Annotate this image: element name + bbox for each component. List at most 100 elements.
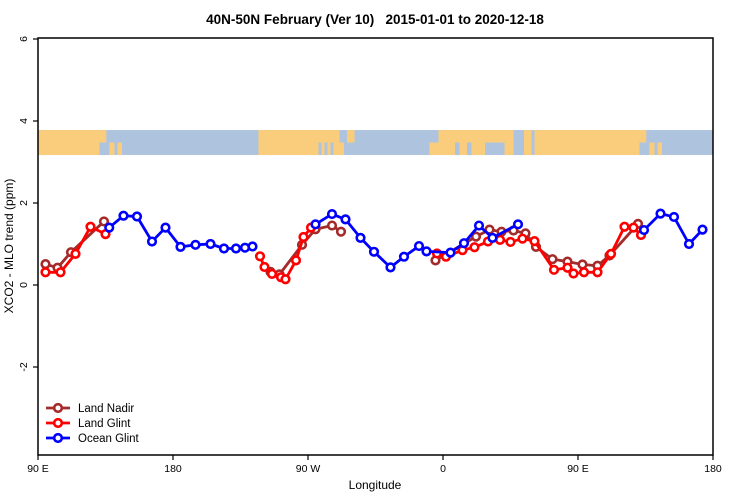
data-point-marker (469, 242, 480, 253)
legend-symbol-marker (52, 402, 64, 414)
x-tick-label: 90 E (567, 463, 589, 475)
data-point-marker (259, 261, 270, 273)
data-point-marker (421, 246, 432, 257)
data-point-marker (326, 208, 338, 220)
data-point-marker (175, 241, 186, 252)
data-point-marker (98, 216, 110, 227)
map-ocean-segment (455, 142, 460, 156)
legend-item-label: Land Glint (78, 418, 131, 430)
map-land-segment (657, 142, 662, 156)
data-point-marker (230, 243, 242, 254)
data-point-marker (547, 254, 558, 265)
map-land-segment (438, 130, 485, 156)
plot-area: 90 E 180 90 W 0 90 E 180 -2 0 2 4 6 (18, 36, 722, 475)
map-land-segment (524, 130, 532, 156)
map-land-segment (38, 130, 100, 156)
data-point-marker (118, 210, 129, 221)
data-point-marker (85, 221, 96, 232)
data-point-marker (355, 232, 366, 243)
data-point-marker (473, 220, 485, 231)
data-point-marker (218, 243, 230, 254)
data-point-marker (592, 267, 603, 278)
map-ocean-segment (467, 142, 472, 156)
series-land-glint (40, 221, 647, 285)
data-point-marker (368, 246, 380, 257)
data-point-marker (445, 247, 456, 258)
data-point-marker (40, 258, 51, 270)
data-point-marker (40, 267, 51, 278)
x-tick-label: 90 E (27, 463, 49, 475)
data-point-marker (70, 248, 81, 259)
data-point-marker (577, 259, 588, 270)
data-point-marker (697, 224, 708, 235)
series-ocean-glint (104, 208, 708, 273)
map-land-segment (429, 142, 439, 156)
data-point-marker (104, 222, 115, 233)
plot-border (37, 37, 714, 456)
y-tick-label: 4 (18, 118, 30, 124)
data-point-marker (413, 240, 425, 252)
x-axis-label: Longitude (349, 478, 402, 492)
data-point-marker (655, 208, 666, 219)
y-tick-label: 0 (18, 282, 30, 288)
data-point-marker (562, 262, 573, 273)
data-point-marker (668, 211, 680, 223)
data-point-marker (160, 222, 171, 233)
data-point-marker (487, 232, 498, 243)
legend-item: Ocean Glint (46, 432, 140, 445)
map-land-segment (534, 130, 640, 156)
y-tick-label: -2 (18, 362, 30, 371)
map-land-segment (330, 130, 340, 143)
data-point-marker (568, 268, 579, 279)
data-point-marker (578, 267, 590, 278)
map-land-segment (504, 130, 514, 156)
map-land-segment (109, 142, 115, 156)
map-land-segment (649, 142, 655, 156)
legend-item: Land Nadir (46, 402, 134, 415)
data-point-marker (529, 236, 540, 247)
map-land-segment (485, 130, 505, 143)
data-point-marker (628, 222, 639, 233)
legend-symbol-marker (52, 432, 64, 444)
data-point-marker (458, 238, 470, 249)
y-tick-label: 6 (18, 36, 30, 42)
series-line (44, 220, 106, 270)
x-tick-label: 90 W (296, 463, 321, 475)
map-land-segment (117, 142, 122, 156)
data-point-marker (470, 231, 482, 242)
data-point-marker (512, 219, 524, 230)
data-point-marker (326, 220, 338, 231)
data-point-marker (505, 236, 516, 248)
y-axis-label: XCO2 - MLO trend (ppm) (2, 179, 16, 314)
data-point-marker (340, 214, 351, 225)
data-point-marker (683, 238, 695, 250)
data-point-marker (247, 241, 258, 252)
data-point-marker (146, 236, 158, 247)
data-point-marker (619, 221, 630, 232)
legend-item-label: Ocean Glint (78, 433, 140, 445)
legend: Land Nadir Land Glint Ocean Glint (46, 402, 140, 445)
legend-item-label: Land Nadir (78, 403, 134, 415)
data-point-marker (131, 211, 143, 222)
data-point-marker (55, 267, 66, 278)
data-point-marker (298, 231, 309, 243)
data-point-marker (290, 255, 302, 266)
chart-title: 40N-50N February (Ver 10) 2015-01-01 to … (206, 12, 544, 27)
data-point-marker (310, 219, 321, 230)
data-point-marker (205, 238, 216, 250)
x-tick-label: 0 (440, 463, 446, 475)
map-land-segment (333, 142, 344, 156)
map-land-segment (347, 130, 355, 143)
data-point-marker (517, 233, 528, 244)
data-point-marker (190, 239, 201, 250)
data-point-marker (398, 251, 410, 262)
map-land-segment (99, 130, 107, 143)
legend-item: Land Glint (46, 417, 131, 430)
data-point-marker (280, 274, 291, 285)
x-tick-label: 180 (704, 463, 722, 475)
data-point-marker (605, 248, 617, 259)
data-point-marker (638, 224, 650, 236)
map-ocean-segment (324, 142, 328, 156)
